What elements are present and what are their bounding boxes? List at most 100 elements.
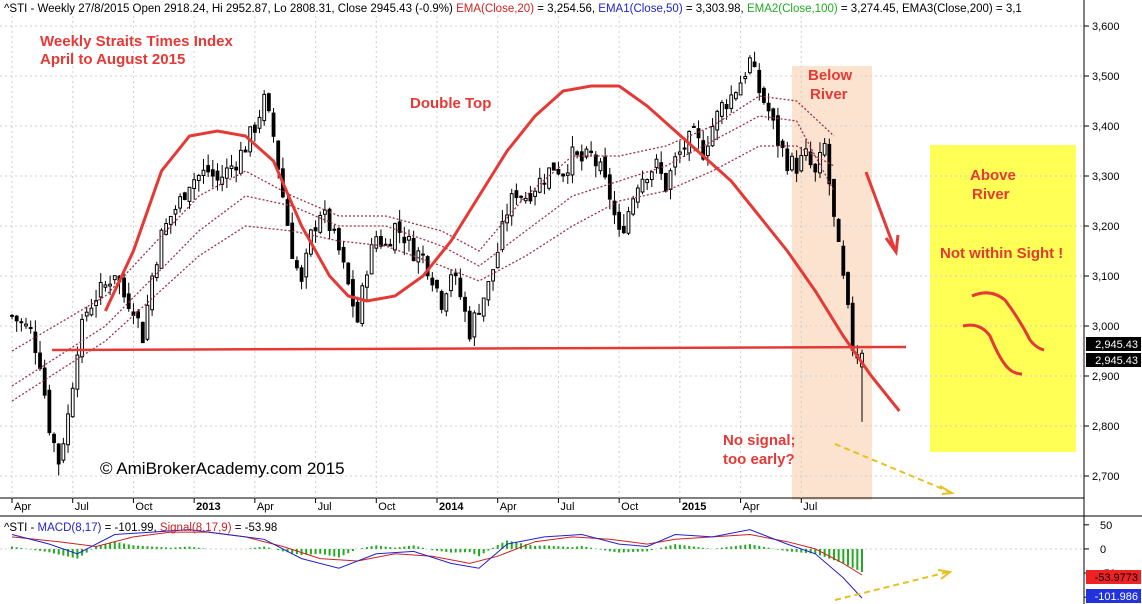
- candle-body: [766, 102, 771, 112]
- macd-header-part-2: = -101.99,: [101, 522, 160, 534]
- y-tick-label: 3,600: [1092, 21, 1120, 33]
- candle-body: [514, 190, 519, 199]
- signal-line: [11, 531, 863, 576]
- x-tick-label: Jul: [318, 501, 332, 513]
- candle-body: [262, 93, 267, 122]
- x-tick-label: 2015: [682, 501, 706, 513]
- macd-pane: 500-50: [0, 520, 1116, 599]
- candle-body: [719, 102, 724, 117]
- x-tick-label: Jul: [560, 501, 574, 513]
- candle-body: [495, 251, 500, 269]
- candle-body: [481, 297, 486, 317]
- candle-body: [383, 243, 388, 246]
- candle-body: [374, 236, 379, 249]
- candle-body: [89, 307, 94, 316]
- annotation-lines: [51, 84, 907, 412]
- chart-title: Weekly Straits Times Index: [40, 33, 234, 50]
- x-tick-label: Apr: [14, 501, 31, 513]
- candle-body: [75, 354, 80, 390]
- candle-body: [70, 387, 75, 418]
- candle-body: [523, 197, 528, 202]
- candle-body: [472, 312, 477, 338]
- x-tick-label: Apr: [743, 501, 760, 513]
- candle-body: [220, 176, 225, 185]
- candle-body: [836, 219, 841, 243]
- macd-header-part-1: MACD(8,17): [38, 522, 102, 534]
- candle-body: [234, 166, 239, 171]
- candle-body: [710, 126, 715, 147]
- candle-body: [790, 155, 794, 171]
- candle-body: [818, 152, 822, 174]
- y-tick-label: 3,400: [1092, 121, 1120, 133]
- candle-body: [304, 252, 309, 278]
- double-top-label: Double Top: [410, 95, 491, 112]
- candle-body: [841, 245, 846, 276]
- candle-body: [757, 69, 762, 94]
- candle-body: [323, 209, 327, 215]
- header-part-6: = 3,274.45, EMA3(Close,200) = 3,1: [838, 3, 1022, 15]
- candle-body: [748, 57, 752, 74]
- candle-body: [108, 283, 112, 287]
- signal-value-text: -53.9773: [1095, 572, 1138, 584]
- down-arrow-head: [884, 234, 900, 257]
- candle-body: [168, 215, 173, 225]
- header-part-0: ^STI - Weekly 27/8/2015 Open 2918.24, Hi…: [4, 3, 456, 15]
- yellow-arrow-up-head: [937, 569, 953, 580]
- candle-body: [682, 147, 687, 150]
- candle-body: [252, 124, 257, 133]
- candle-body: [677, 151, 682, 155]
- close-price-text-1: 2,945.43: [1095, 339, 1138, 351]
- candle-body: [332, 228, 337, 231]
- price-header: ^STI - Weekly 27/8/2015 Open 2918.24, Hi…: [4, 3, 1022, 15]
- candle-body: [112, 275, 117, 281]
- header-part-2: = 3,254.56,: [534, 3, 598, 15]
- candle-body: [654, 158, 659, 168]
- candle-body: [33, 331, 38, 353]
- candle-body: [313, 227, 318, 232]
- candle-body: [822, 143, 827, 156]
- candle-body: [299, 267, 304, 282]
- candle-body: [762, 87, 766, 103]
- candle-body: [154, 264, 159, 279]
- y-tick-label: 2,800: [1092, 421, 1120, 433]
- candle-body: [463, 296, 467, 312]
- candle-body: [80, 318, 84, 358]
- candle-body: [696, 128, 701, 139]
- candle-body: [19, 321, 24, 324]
- header-part-5: EMA2(Close,100): [747, 3, 838, 15]
- candle-body: [631, 198, 636, 215]
- x-tick-label: Apr: [257, 501, 274, 513]
- candle-body: [210, 169, 215, 177]
- candle-body: [28, 327, 33, 330]
- candle-body: [621, 225, 626, 234]
- candle-body: [164, 223, 169, 235]
- candle-body: [785, 148, 790, 172]
- candle-body: [411, 237, 416, 262]
- candle-body: [477, 312, 481, 315]
- candle-body: [486, 281, 491, 301]
- candle-body: [182, 192, 187, 200]
- ema-upper-line: [11, 95, 835, 352]
- candle-body: [140, 321, 145, 344]
- candle-body: [565, 172, 570, 176]
- candle-body: [593, 154, 598, 167]
- candle-body: [505, 214, 509, 224]
- below-river-label-1: Below: [808, 67, 853, 84]
- macd-header: ^STI - MACD(8,17) = -101.99, Signal(8,17…: [4, 522, 277, 534]
- candle-body: [14, 315, 19, 322]
- candle-body: [94, 300, 98, 307]
- candle-body: [458, 277, 463, 298]
- candle-body: [752, 61, 757, 68]
- macd-line: [11, 529, 863, 599]
- candle-body: [729, 94, 734, 109]
- candle-body: [612, 200, 617, 216]
- candle-body: [52, 433, 56, 444]
- candle-body: [617, 211, 622, 230]
- chart-subtitle: April to August 2015: [40, 51, 185, 68]
- candle-body: [145, 304, 150, 340]
- yellow-arrow-down-head: [939, 485, 956, 495]
- candle-body: [556, 168, 561, 175]
- candle-body: [799, 155, 804, 172]
